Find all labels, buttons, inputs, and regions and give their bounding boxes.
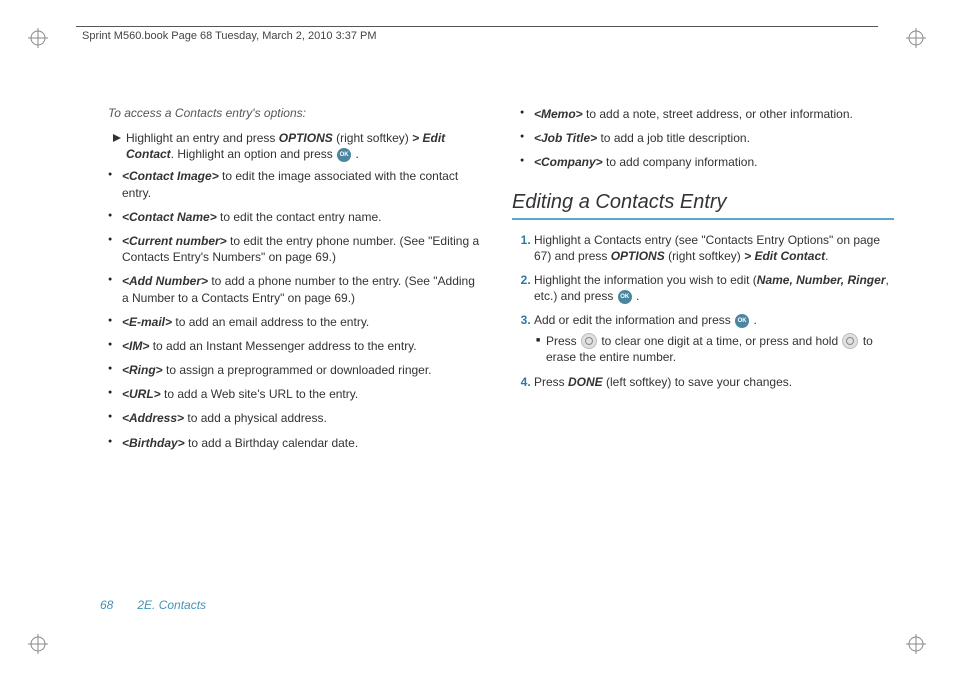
header-rule (76, 26, 878, 27)
page-body: To access a Contacts entry's options: Hi… (100, 106, 894, 602)
ok-icon: OK (337, 148, 351, 162)
t: to clear one digit at a time, or press a… (598, 334, 841, 348)
t: . Highlight an option and press (171, 147, 336, 161)
bullet-item: <Job Title> to add a job title descripti… (512, 130, 894, 146)
bullet-item: <Birthday> to add a Birthday calendar da… (100, 435, 482, 451)
bullet-item: <IM> to add an Instant Messenger address… (100, 338, 482, 354)
right-column: <Memo> to add a note, street address, or… (512, 106, 894, 602)
bullet-item: <Contact Name> to edit the contact entry… (100, 209, 482, 225)
page-footer: 68 2E. Contacts (100, 598, 206, 612)
step-2: Highlight the information you wish to ed… (534, 272, 894, 304)
bullets-right: <Memo> to add a note, street address, or… (512, 106, 894, 179)
kw-edit: Edit Contact (751, 249, 825, 263)
t: . (825, 249, 828, 263)
intro-item: Highlight an entry and press OPTIONS (ri… (112, 130, 482, 162)
steps-list: Highlight a Contacts entry (see "Contact… (512, 232, 894, 398)
bullet-keyword: <IM> (122, 339, 149, 353)
kw-fields: Name, Number, Ringer (757, 273, 886, 287)
bullet-keyword: <Memo> (534, 107, 583, 121)
section-title: Editing a Contacts Entry (512, 191, 894, 220)
bullet-keyword: <Contact Image> (122, 169, 219, 183)
header-text: Sprint M560.book Page 68 Tuesday, March … (82, 30, 377, 42)
back-icon (581, 333, 597, 349)
t: (right softkey) (665, 249, 744, 263)
bullet-item: <Address> to add a physical address. (100, 410, 482, 426)
intro-text: Highlight an entry and press OPTIONS (ri… (126, 130, 482, 162)
bullet-keyword: <Company> (534, 155, 603, 169)
bullet-keyword: <Add Number> (122, 274, 208, 288)
kw-options: OPTIONS (279, 131, 333, 145)
crop-mark-tr (906, 28, 926, 48)
bullet-keyword: <Ring> (122, 363, 163, 377)
step-1: Highlight a Contacts entry (see "Contact… (534, 232, 894, 264)
square-marker-icon: ■ (536, 333, 546, 366)
bullet-text: to add a Birthday calendar date. (185, 436, 358, 450)
t: Highlight an entry and press (126, 131, 279, 145)
bullet-text: to add a note, street address, or other … (583, 107, 853, 121)
sub-step: ■ Press to clear one digit at a time, or… (536, 333, 894, 366)
bullet-keyword: <Current number> (122, 234, 227, 248)
t: Press (534, 375, 568, 389)
bullet-item: <Ring> to assign a preprogrammed or down… (100, 362, 482, 378)
kw-done: DONE (568, 375, 603, 389)
bullet-text: to assign a preprogrammed or downloaded … (163, 363, 432, 377)
left-column: To access a Contacts entry's options: Hi… (100, 106, 482, 602)
bullet-text: to edit the contact entry name. (217, 210, 382, 224)
bullet-item: <Memo> to add a note, street address, or… (512, 106, 894, 122)
ok-icon: OK (618, 290, 632, 304)
t: (left softkey) to save your changes. (603, 375, 792, 389)
t: Press (546, 334, 580, 348)
bullet-keyword: <Job Title> (534, 131, 597, 145)
gt: > (412, 131, 419, 145)
bullet-keyword: <URL> (122, 387, 161, 401)
sub-text: Press to clear one digit at a time, or p… (546, 333, 894, 366)
bullet-text: to add a job title description. (597, 131, 750, 145)
ok-icon: OK (735, 314, 749, 328)
crop-mark-tl (28, 28, 48, 48)
bullet-keyword: <E-mail> (122, 315, 172, 329)
back-icon (842, 333, 858, 349)
bullet-keyword: <Birthday> (122, 436, 185, 450)
bullet-item: <Contact Image> to edit the image associ… (100, 168, 482, 200)
bullet-text: to add a Web site's URL to the entry. (161, 387, 359, 401)
t: (right softkey) (333, 131, 412, 145)
footer-section: 2E. Contacts (137, 598, 206, 612)
bullet-item: <E-mail> to add an email address to the … (100, 314, 482, 330)
kw-options: OPTIONS (611, 249, 665, 263)
bullet-item: <Company> to add company information. (512, 154, 894, 170)
t: Add or edit the information and press (534, 313, 734, 327)
bullet-keyword: <Contact Name> (122, 210, 217, 224)
crop-mark-bl (28, 634, 48, 654)
bullet-text: to add an email address to the entry. (172, 315, 369, 329)
bullet-text: to add a physical address. (184, 411, 327, 425)
bullet-text: to add company information. (603, 155, 758, 169)
bullet-item: <URL> to add a Web site's URL to the ent… (100, 386, 482, 402)
page-number: 68 (100, 598, 113, 612)
crop-mark-br (906, 634, 926, 654)
step-4: Press DONE (left softkey) to save your c… (534, 374, 894, 390)
bullet-item: <Current number> to edit the entry phone… (100, 233, 482, 265)
arrow-icon (112, 130, 126, 162)
bullet-text: to add an Instant Messenger address to t… (149, 339, 416, 353)
lead-text: To access a Contacts entry's options: (108, 106, 482, 120)
t: Highlight the information you wish to ed… (534, 273, 757, 287)
bullets-left: <Contact Image> to edit the image associ… (100, 168, 482, 458)
bullet-item: <Add Number> to add a phone number to th… (100, 273, 482, 305)
step-3: Add or edit the information and press OK… (534, 312, 894, 365)
bullet-keyword: <Address> (122, 411, 184, 425)
